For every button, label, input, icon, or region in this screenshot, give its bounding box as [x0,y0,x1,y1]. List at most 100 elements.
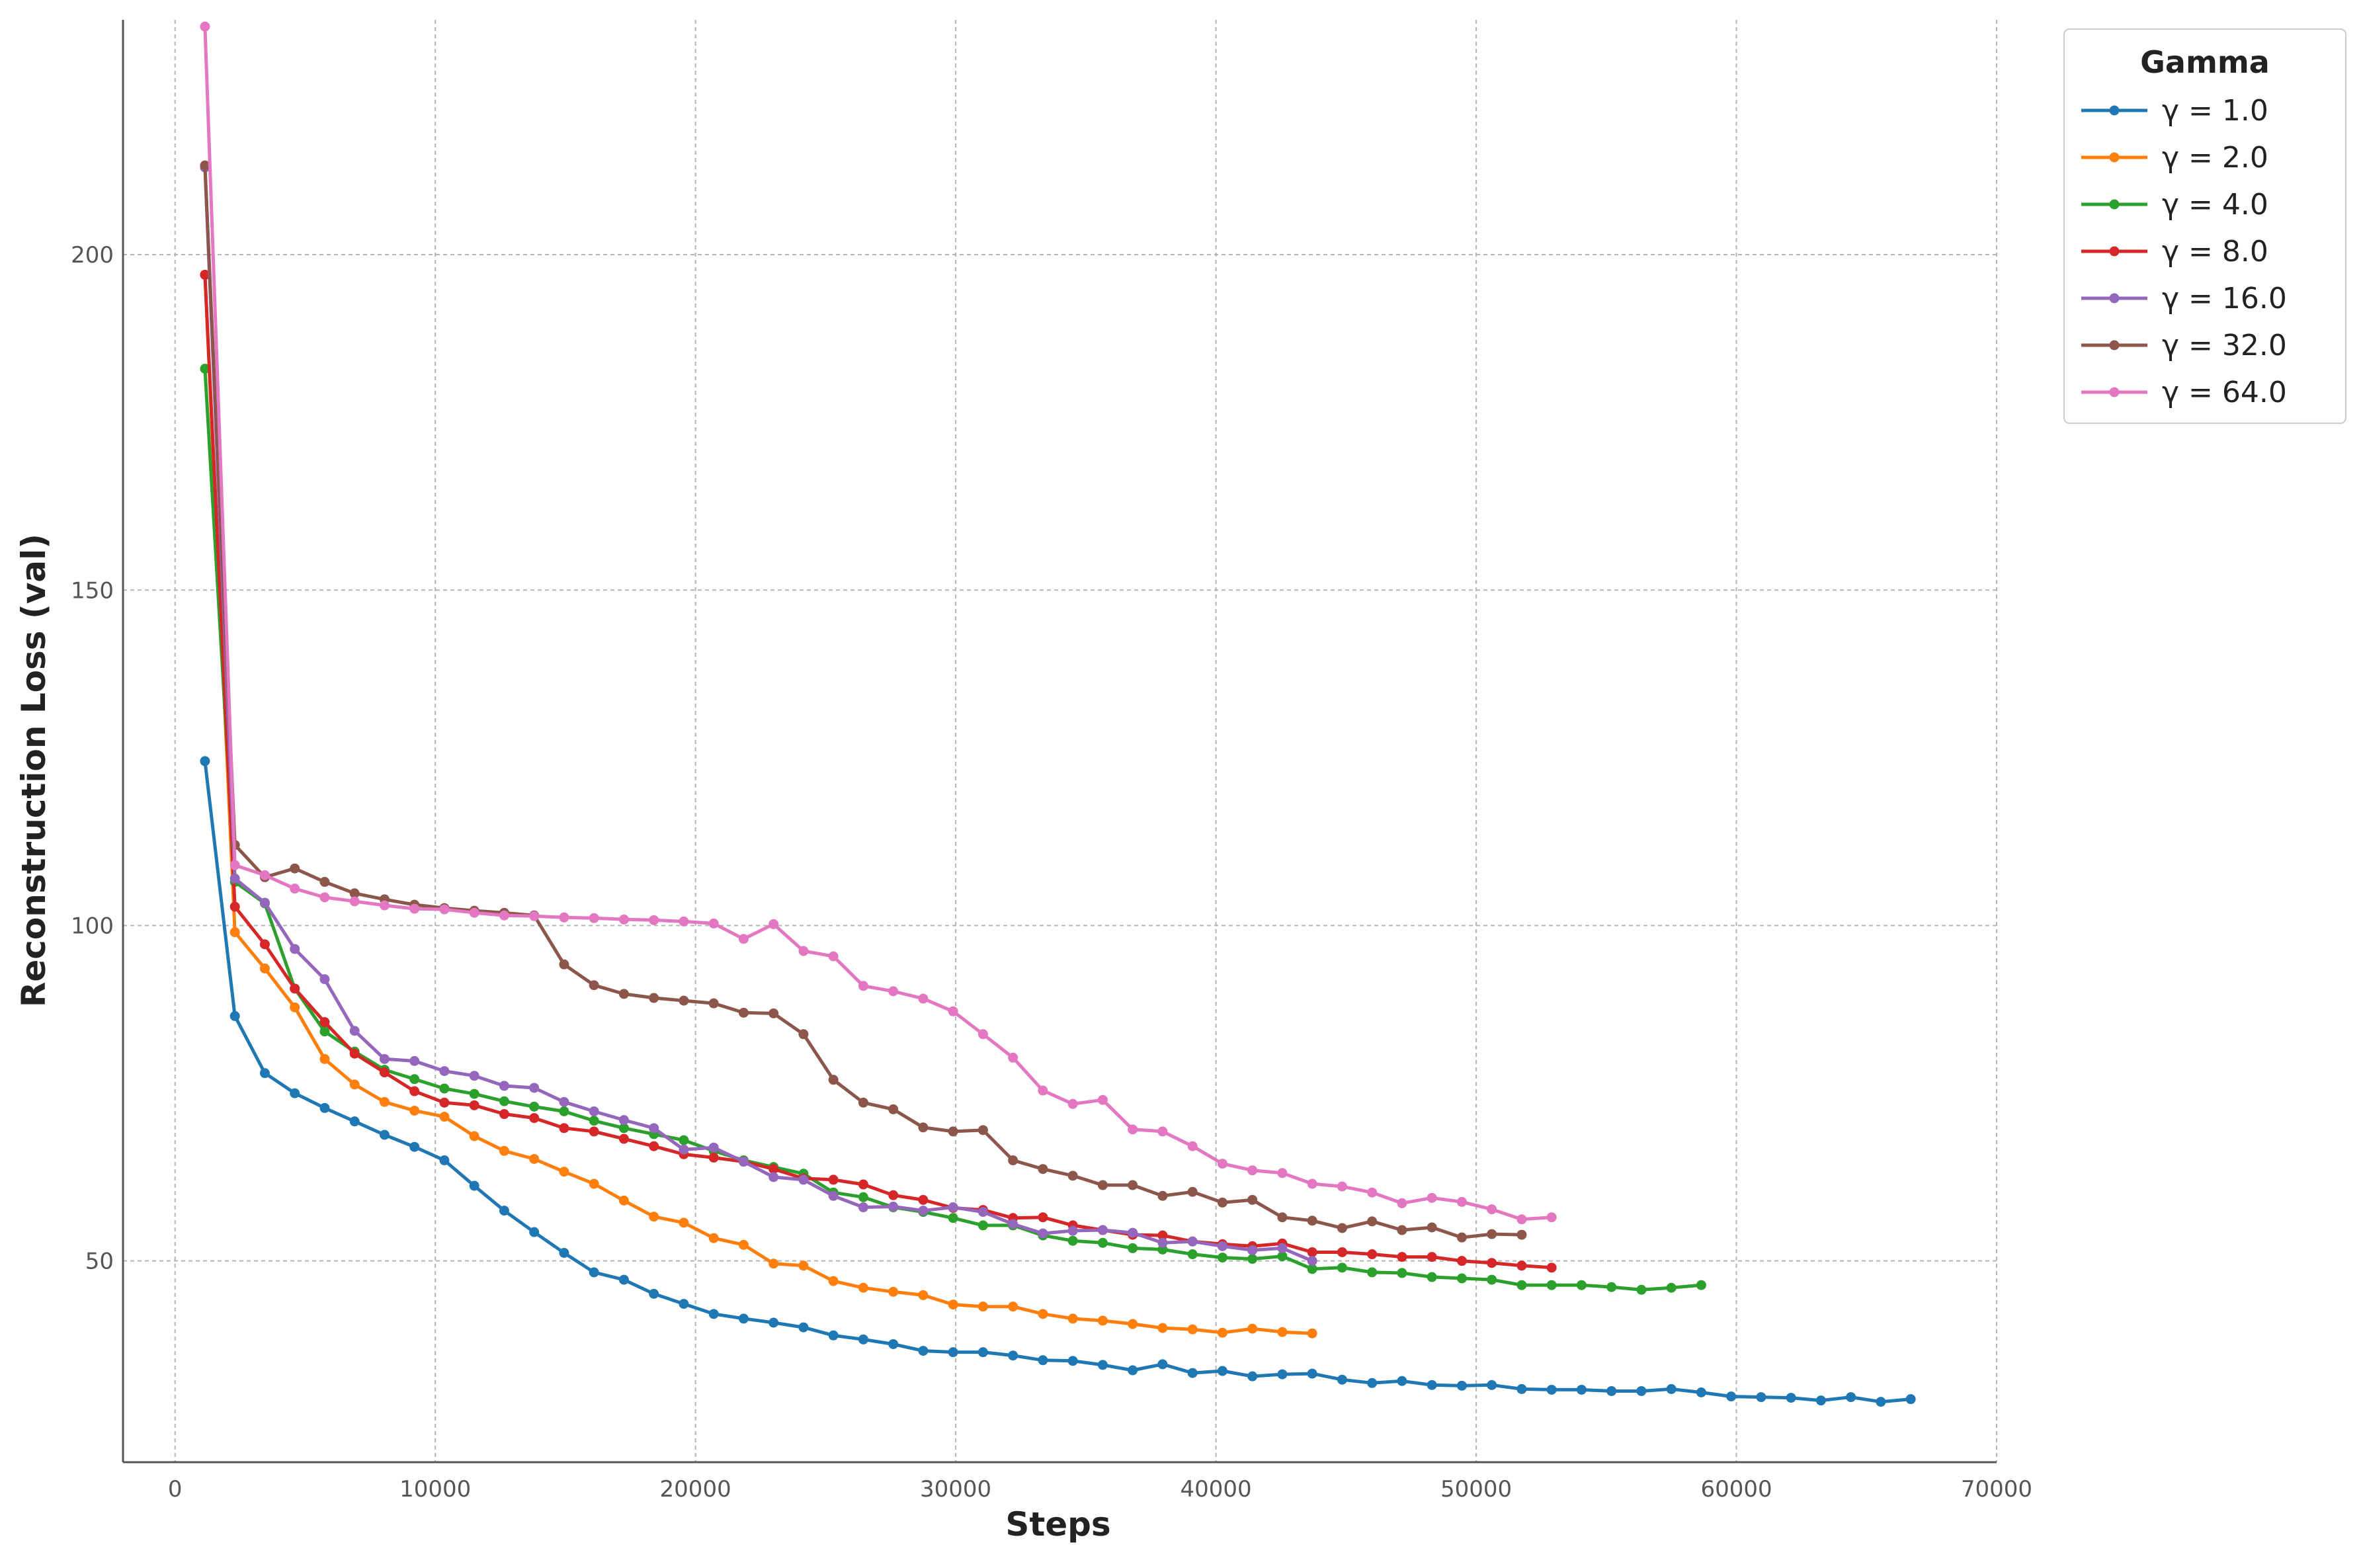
data-point [589,1106,599,1116]
data-point [1217,1366,1227,1376]
data-point [649,993,659,1003]
legend-item: γ = 32.0 [2081,329,2287,362]
data-point [1097,1360,1108,1370]
data-point [319,892,330,903]
data-point [708,1309,719,1319]
data-point [888,1104,899,1114]
data-point [200,269,210,280]
data-point [200,363,210,374]
series-2 [200,269,1317,1339]
data-point [229,1011,240,1021]
data-point [888,1190,899,1200]
x-tick-label: 70000 [1961,1476,2032,1503]
data-point [1217,1241,1227,1251]
series-line [203,759,1913,1404]
data-point [1397,1252,1407,1262]
data-point [649,1212,659,1222]
data-point [1546,1212,1557,1223]
data-point [409,1055,420,1066]
data-point [1277,1369,1288,1380]
data-point [1128,1319,1138,1329]
data-point [1606,1385,1617,1396]
data-point [888,986,899,997]
data-point [948,1202,958,1213]
data-point [1157,1323,1168,1333]
data-point [349,896,360,907]
data-point [439,1066,450,1077]
tick-labels-layer: 0 10000 20000 30000 40000 50000 60000 70000 50 10… [71,242,2032,1503]
data-point [828,1276,839,1286]
data-point [977,1125,988,1135]
data-point [559,959,569,970]
data-point [768,1172,779,1182]
data-point [1038,1228,1048,1239]
data-point [499,1145,509,1156]
data-point [259,1068,270,1079]
data-point [828,1175,839,1185]
data-point [1277,1243,1288,1253]
data-point [618,1123,629,1134]
data-point [229,860,240,870]
data-point [379,1130,390,1140]
data-point [259,939,270,950]
data-point [918,1194,929,1205]
data-point [977,1301,988,1312]
data-point [738,1157,749,1167]
legend-label: γ = 1.0 [2162,94,2268,128]
data-point [1516,1383,1527,1394]
data-point [529,1153,540,1164]
data-point [1067,1225,1078,1236]
data-point [1815,1395,1826,1406]
data-point [1367,1216,1378,1227]
data-point [888,1339,899,1349]
legend-label: γ = 8.0 [2162,235,2268,268]
data-point [379,1096,390,1107]
data-point [828,1075,839,1085]
data-point [948,1347,958,1358]
data-point [259,963,270,973]
data-point [738,1239,749,1250]
data-point [1038,1309,1048,1319]
y-tick-label: 50 [85,1249,114,1275]
y-tick-label: 100 [71,913,114,939]
data-point [618,914,629,925]
data-point [469,1180,479,1191]
data-point [1067,1235,1078,1246]
data-point [918,993,929,1004]
axes-layer [122,20,1997,1464]
data-point [1487,1258,1497,1268]
data-point [649,1123,659,1134]
data-point [559,1248,569,1259]
data-point [738,1007,749,1018]
data-point [708,1233,719,1243]
x-tick-label: 0 [168,1476,183,1503]
data-point [618,989,629,999]
data-point [649,1141,659,1151]
y-tick-label: 200 [71,242,114,268]
data-point [948,1300,958,1310]
data-point [1427,1272,1437,1282]
data-point [1456,1232,1467,1243]
legend-label: γ = 2.0 [2162,141,2268,175]
data-point [1636,1385,1647,1396]
legend-item: γ = 4.0 [2081,188,2268,222]
legend-marker [2109,387,2120,397]
data-point [1905,1394,1916,1405]
data-point [1696,1387,1706,1398]
data-point [1187,1324,1198,1335]
data-point [798,1260,809,1271]
data-point [1128,1365,1138,1376]
data-point [1397,1268,1407,1278]
data-point [469,1089,479,1099]
data-point [1516,1214,1527,1225]
series-line [203,24,1554,1221]
data-point [738,934,749,944]
series-line [203,165,1314,1263]
series-layer [200,21,1916,1407]
data-point [1067,1098,1078,1109]
data-point [768,1259,779,1269]
data-point [349,888,360,899]
data-point [858,1334,868,1344]
data-point [529,1101,540,1112]
data-point [1247,1194,1258,1205]
